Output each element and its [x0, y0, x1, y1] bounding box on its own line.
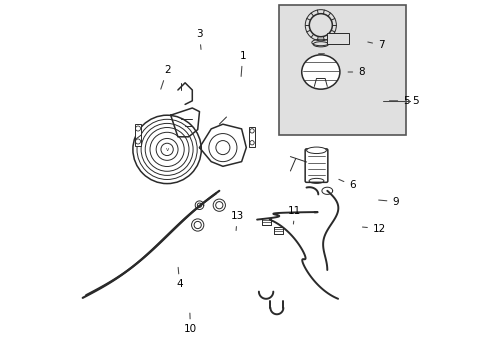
- Ellipse shape: [301, 55, 339, 89]
- Text: 3: 3: [196, 29, 203, 49]
- Text: v: v: [165, 147, 168, 152]
- Text: 5: 5: [388, 96, 409, 106]
- Bar: [261, 218, 270, 225]
- Text: 5: 5: [412, 96, 418, 106]
- Text: 13: 13: [230, 211, 244, 230]
- Bar: [326, 33, 348, 44]
- Text: 2: 2: [161, 65, 170, 89]
- Bar: [249, 127, 254, 147]
- Ellipse shape: [306, 147, 325, 153]
- Text: 7: 7: [367, 40, 384, 50]
- Text: 9: 9: [378, 197, 398, 207]
- Text: 10: 10: [183, 313, 197, 334]
- Text: 8: 8: [347, 67, 364, 77]
- Bar: [135, 124, 141, 146]
- Text: 11: 11: [288, 206, 301, 224]
- Text: 1: 1: [239, 51, 245, 76]
- Text: 4: 4: [176, 267, 183, 289]
- Bar: [278, 5, 406, 135]
- FancyBboxPatch shape: [305, 149, 327, 182]
- Circle shape: [133, 115, 201, 184]
- Text: 12: 12: [362, 224, 386, 234]
- Bar: [274, 227, 283, 234]
- Text: 6: 6: [338, 179, 355, 190]
